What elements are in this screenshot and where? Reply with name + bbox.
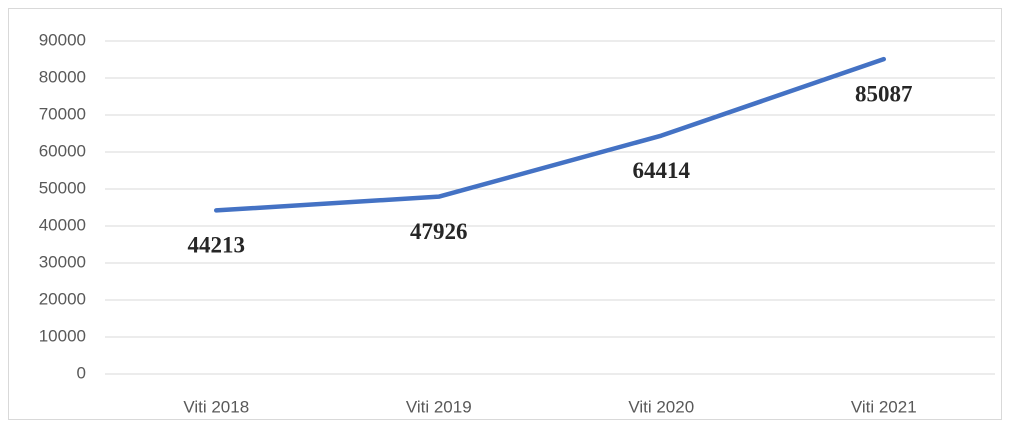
x-tick-label: Viti 2020 [628, 397, 694, 416]
y-tick-label: 0 [77, 363, 86, 382]
y-tick-label: 70000 [39, 104, 86, 123]
y-tick-label: 90000 [39, 30, 86, 49]
x-tick-label: Viti 2018 [183, 397, 249, 416]
y-tick-label: 30000 [39, 252, 86, 271]
data-label: 64414 [633, 158, 691, 183]
x-tick-label: Viti 2021 [851, 397, 917, 416]
y-tick-label: 60000 [39, 141, 86, 160]
line [214, 56, 886, 213]
y-tick-label: 40000 [39, 215, 86, 234]
x-tick-label: Viti 2019 [406, 397, 472, 416]
data-label: 47926 [410, 219, 468, 244]
y-tick-label: 20000 [39, 289, 86, 308]
y-tick-label: 80000 [39, 67, 86, 86]
y-tick-label: 10000 [39, 326, 86, 345]
data-label: 44213 [188, 233, 246, 258]
y-tick-label: 50000 [39, 178, 86, 197]
data-label: 85087 [855, 81, 913, 106]
